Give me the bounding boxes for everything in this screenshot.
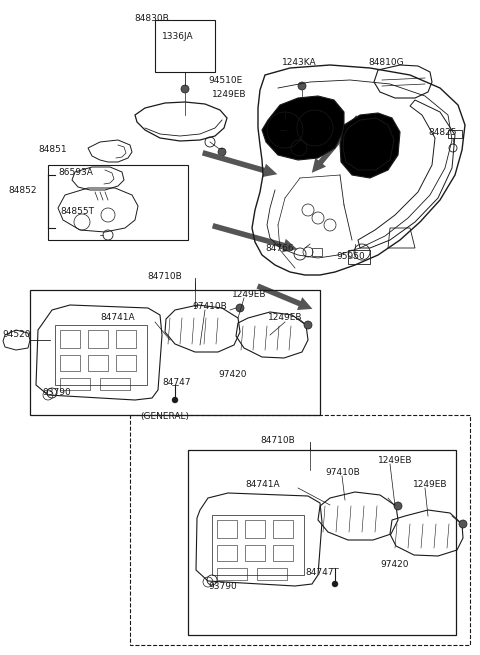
FancyArrowPatch shape: [312, 115, 360, 173]
Polygon shape: [340, 113, 400, 178]
Bar: [130, 415, 470, 645]
Circle shape: [172, 397, 178, 403]
Polygon shape: [262, 96, 344, 160]
Bar: [60, 330, 80, 348]
Bar: [48, 165, 188, 240]
Circle shape: [394, 502, 402, 510]
Text: 1249EB: 1249EB: [378, 456, 412, 465]
Bar: [448, 130, 462, 138]
FancyArrowPatch shape: [256, 284, 312, 310]
Bar: [312, 248, 322, 256]
Bar: [273, 545, 293, 561]
Text: 93790: 93790: [208, 582, 237, 591]
Bar: [60, 378, 90, 390]
Bar: [88, 355, 108, 371]
Text: 84741A: 84741A: [100, 313, 134, 322]
Text: 1243KA: 1243KA: [282, 58, 317, 67]
Text: 84825: 84825: [428, 128, 456, 137]
Text: 1336JA: 1336JA: [162, 32, 193, 41]
Text: 97410B: 97410B: [325, 468, 360, 477]
Bar: [217, 568, 247, 580]
Bar: [348, 250, 370, 264]
Bar: [273, 520, 293, 538]
Text: 97420: 97420: [218, 370, 247, 379]
Bar: [100, 378, 130, 390]
Text: 1249EB: 1249EB: [413, 480, 447, 489]
Circle shape: [459, 520, 467, 528]
Text: 84741A: 84741A: [245, 480, 280, 489]
Text: 84830B: 84830B: [134, 14, 169, 23]
Circle shape: [181, 85, 189, 93]
Bar: [116, 330, 136, 348]
Bar: [155, 20, 215, 72]
Text: 84852: 84852: [8, 186, 36, 195]
Bar: [257, 568, 287, 580]
Text: 97420: 97420: [380, 560, 408, 569]
Text: 84810G: 84810G: [368, 58, 404, 67]
Circle shape: [332, 581, 338, 587]
Text: 84851: 84851: [38, 145, 67, 154]
Text: 93790: 93790: [42, 388, 71, 397]
Text: 84710B: 84710B: [261, 436, 295, 445]
Text: 94520: 94520: [2, 330, 31, 339]
Bar: [30, 290, 320, 415]
Bar: [217, 545, 237, 561]
Text: 1249EB: 1249EB: [232, 290, 266, 299]
Bar: [212, 515, 304, 575]
Text: 84747: 84747: [305, 568, 334, 577]
Circle shape: [236, 304, 244, 312]
Bar: [245, 545, 265, 561]
Text: 94510E: 94510E: [208, 76, 242, 85]
Bar: [116, 355, 136, 371]
Bar: [60, 355, 80, 371]
Circle shape: [304, 321, 312, 329]
Text: 86593A: 86593A: [58, 168, 93, 177]
Circle shape: [218, 148, 226, 156]
Text: 84766: 84766: [265, 244, 294, 253]
Circle shape: [298, 82, 306, 90]
Bar: [88, 330, 108, 348]
Text: 84855T: 84855T: [60, 207, 94, 216]
FancyArrowPatch shape: [212, 223, 297, 252]
Text: 1249EB: 1249EB: [212, 90, 247, 99]
Text: 84710B: 84710B: [148, 272, 182, 281]
Text: 97410B: 97410B: [192, 302, 227, 311]
Text: 95950: 95950: [336, 252, 365, 261]
FancyArrowPatch shape: [202, 150, 277, 177]
Text: (GENERAL): (GENERAL): [140, 412, 189, 421]
Text: 1249EB: 1249EB: [268, 313, 302, 322]
Text: 84747: 84747: [162, 378, 191, 387]
Bar: [188, 450, 456, 635]
Bar: [55, 325, 147, 385]
Bar: [245, 520, 265, 538]
Bar: [217, 520, 237, 538]
